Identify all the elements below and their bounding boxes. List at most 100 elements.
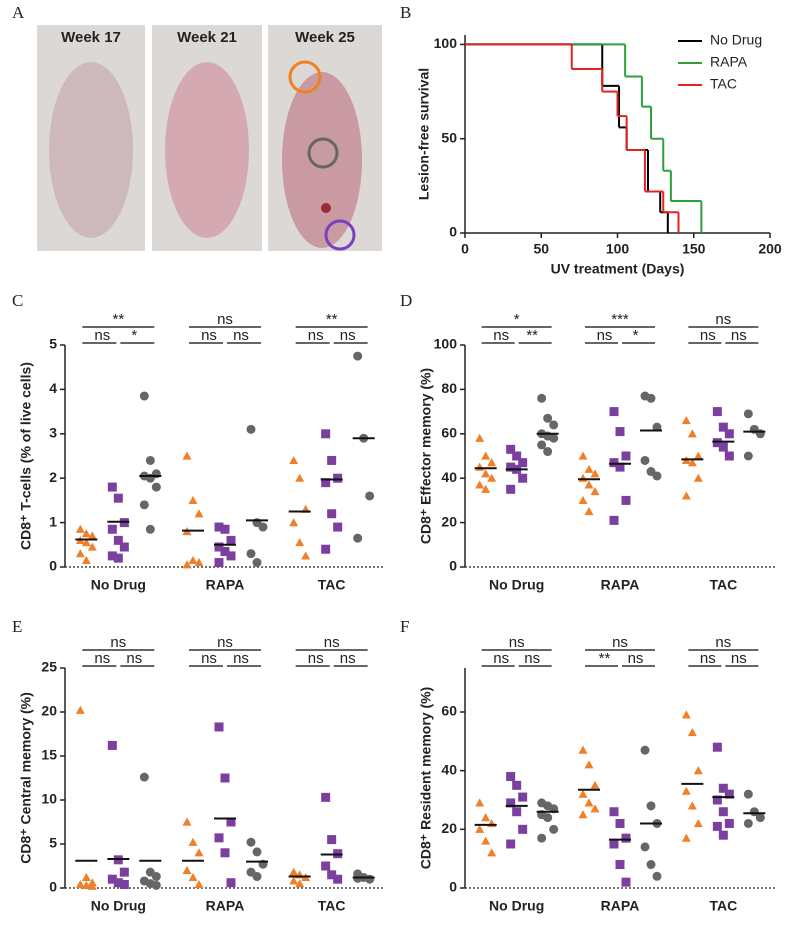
point <box>590 487 600 496</box>
point <box>246 424 256 434</box>
point <box>194 509 204 518</box>
y-tick-label: 80 <box>441 380 457 396</box>
point <box>609 407 619 417</box>
point <box>151 880 161 890</box>
point <box>481 813 491 822</box>
point <box>743 409 753 419</box>
point <box>182 560 192 569</box>
x-tick-label: No Drug <box>489 898 544 914</box>
point <box>107 524 117 534</box>
y-tick-label: 1 <box>49 513 57 529</box>
point <box>609 458 619 468</box>
point <box>487 473 497 482</box>
point <box>475 462 485 471</box>
point <box>75 879 85 889</box>
panel-label: E <box>12 617 22 636</box>
y-tick-label: 0 <box>49 558 57 574</box>
point <box>590 780 600 789</box>
y-tick-label: 20 <box>41 703 57 719</box>
x-tick-label: TAC <box>709 577 737 593</box>
point <box>214 542 224 552</box>
point <box>481 451 491 460</box>
point <box>646 393 656 403</box>
x-tick-label: 50 <box>533 241 549 257</box>
x-tick-label: 150 <box>682 241 706 257</box>
point <box>226 535 236 545</box>
x-tick-label: No Drug <box>91 898 146 914</box>
point <box>81 880 91 889</box>
point <box>693 451 703 460</box>
marker-circle <box>324 219 356 251</box>
significance-label: ns <box>340 327 356 344</box>
point <box>718 807 728 817</box>
point <box>584 760 594 769</box>
x-tick-label: 0 <box>461 241 469 257</box>
legend-label: No Drug <box>710 32 762 48</box>
point <box>475 480 485 489</box>
y-axis-label: CD8⁺ Resident memory (%) <box>418 687 434 869</box>
marker-circle <box>288 60 322 94</box>
point <box>693 766 703 775</box>
significance-label: ns <box>597 327 613 344</box>
y-tick-label: 5 <box>49 835 57 851</box>
y-tick-label: 2 <box>49 469 57 485</box>
point <box>113 878 123 888</box>
y-tick-label: 20 <box>441 513 457 529</box>
point <box>194 879 204 889</box>
point <box>321 792 331 802</box>
point <box>578 810 588 819</box>
point <box>693 473 703 482</box>
lesion-area <box>165 62 249 238</box>
point <box>295 473 305 482</box>
point <box>81 555 91 564</box>
point <box>712 821 722 831</box>
point <box>506 444 516 454</box>
y-tick-label: 100 <box>434 35 458 51</box>
point <box>220 773 230 783</box>
x-tick-label: TAC <box>318 577 346 593</box>
panel-label: D <box>400 291 412 310</box>
y-axis-label: CD8⁺ Central memory (%) <box>18 692 34 864</box>
significance-label: ns <box>731 650 747 667</box>
significance-label: ns <box>201 327 217 344</box>
significance-label: ns <box>731 327 747 344</box>
point <box>475 798 485 807</box>
y-tick-label: 0 <box>449 224 457 240</box>
point <box>687 458 697 467</box>
point <box>327 455 337 465</box>
panel-label: B <box>400 3 411 22</box>
point <box>724 451 734 461</box>
point <box>327 870 337 880</box>
x-tick-label: RAPA <box>206 577 245 593</box>
y-tick-label: 0 <box>449 879 457 895</box>
point <box>537 833 547 843</box>
point <box>246 549 256 559</box>
point <box>681 710 691 719</box>
point <box>646 860 656 870</box>
point <box>87 531 97 540</box>
point <box>578 495 588 504</box>
point <box>640 455 650 465</box>
point <box>584 480 594 489</box>
y-axis-label: Lesion-free survival <box>416 68 432 200</box>
point <box>652 471 662 481</box>
point <box>113 493 123 503</box>
significance-label: ns <box>612 634 628 651</box>
point <box>518 458 528 468</box>
significance-label: ns <box>324 634 340 651</box>
point <box>621 833 631 843</box>
point <box>145 455 155 465</box>
point <box>518 824 528 834</box>
point <box>512 451 522 461</box>
point <box>145 524 155 534</box>
point <box>214 558 224 568</box>
y-tick-label: 4 <box>49 380 57 396</box>
significance-label: ns <box>94 327 110 344</box>
point <box>81 872 91 882</box>
point <box>301 551 311 560</box>
point <box>226 551 236 561</box>
panel-label: C <box>12 291 23 310</box>
point <box>543 813 553 823</box>
photo-caption: Week 21 <box>177 29 237 46</box>
y-tick-label: 10 <box>41 791 57 807</box>
